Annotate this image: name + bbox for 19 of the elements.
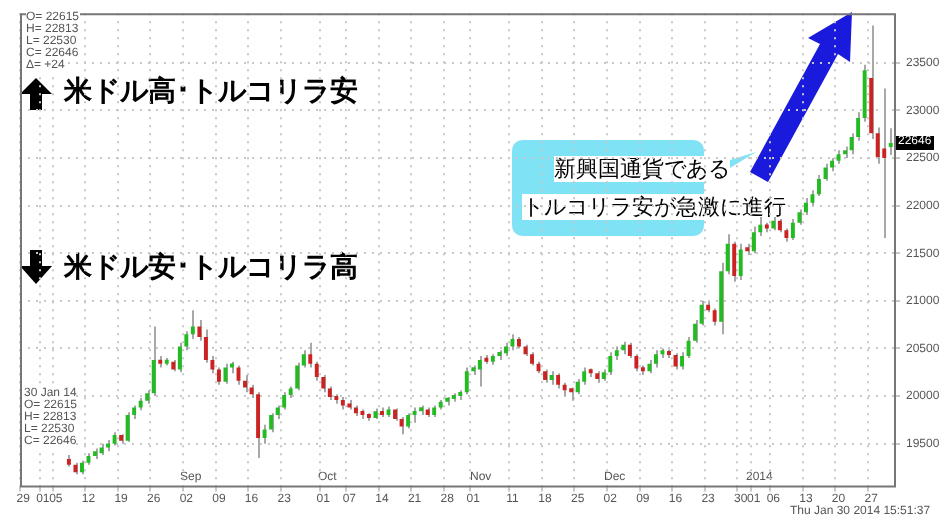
candlestick — [125, 411, 130, 443]
candlestick — [817, 174, 821, 198]
candlestick — [256, 391, 261, 459]
candlestick — [308, 341, 313, 369]
candlestick — [464, 366, 469, 396]
candlestick — [203, 328, 208, 364]
candlestick — [790, 217, 795, 241]
candlestick — [732, 240, 737, 283]
candlestick — [751, 225, 756, 255]
candlestick — [151, 325, 156, 398]
candlestick — [223, 362, 228, 385]
candlestick — [177, 341, 182, 374]
candlestick — [295, 361, 300, 392]
candlestick — [882, 87, 887, 239]
candlestick — [738, 242, 743, 281]
candlestick — [262, 423, 267, 445]
candlestick — [608, 351, 613, 377]
candlestick — [477, 355, 482, 388]
annotation: 新興国通貨である — [554, 156, 730, 182]
